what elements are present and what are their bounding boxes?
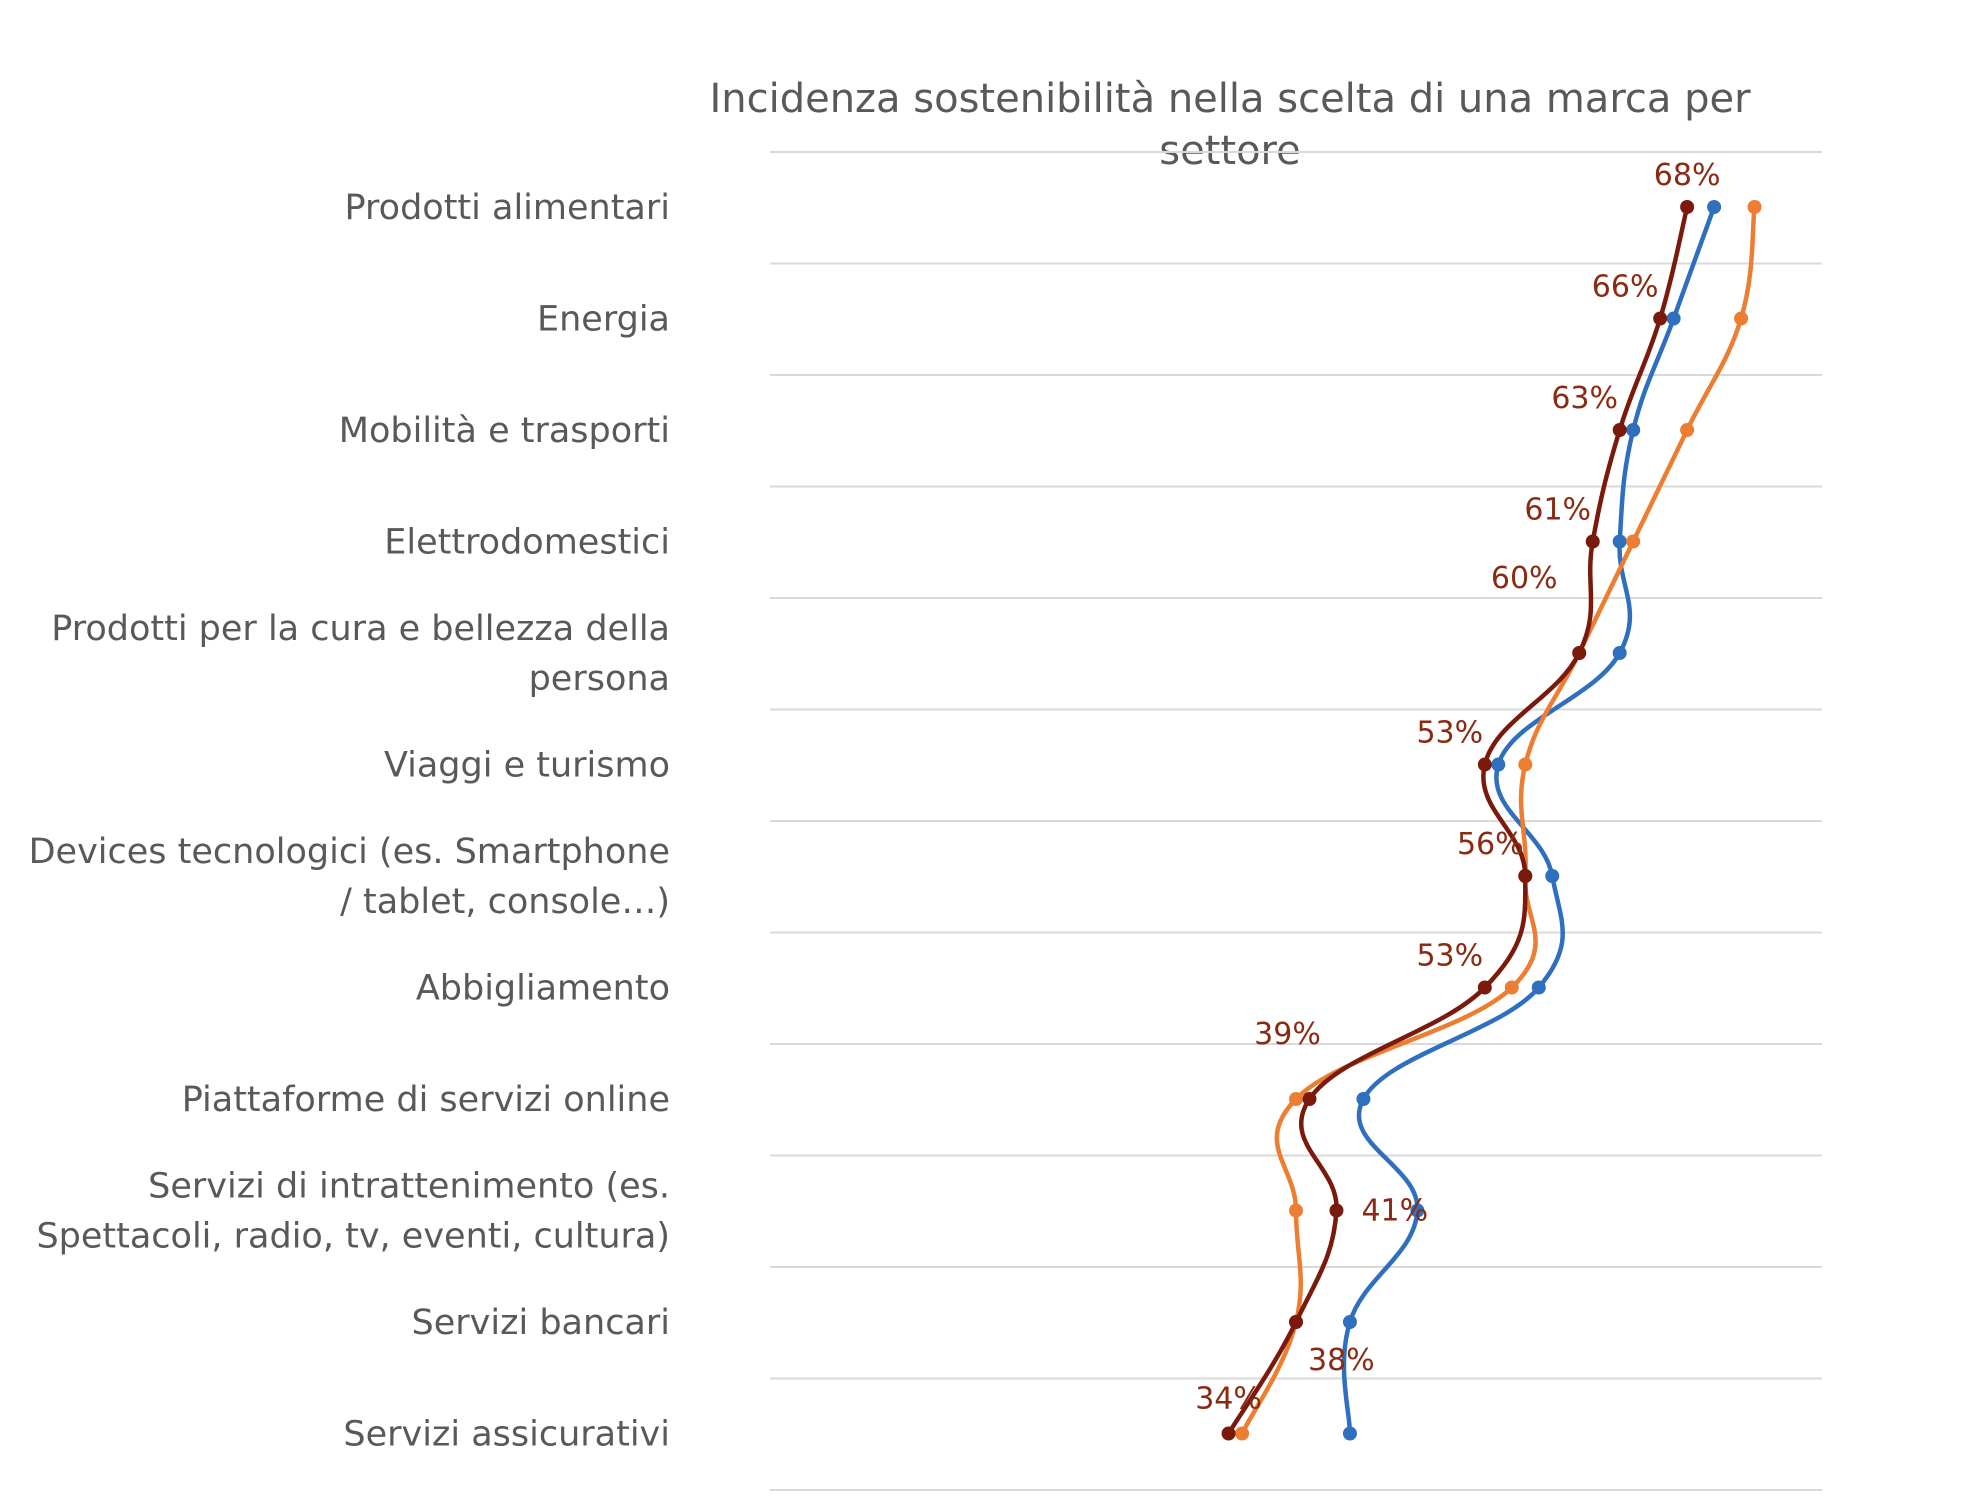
data-point <box>1289 1092 1303 1106</box>
data-point <box>1626 534 1641 549</box>
data-label: 53% <box>1416 939 1483 974</box>
data-point <box>1518 757 1533 772</box>
data-label: 38% <box>1308 1343 1375 1378</box>
category-label: Prodotti alimentari <box>345 188 670 228</box>
data-point <box>1531 980 1546 995</box>
data-label: 61% <box>1524 493 1591 528</box>
data-point <box>1680 423 1695 437</box>
data-point <box>1477 980 1492 995</box>
series <box>1341 200 1722 1441</box>
category-labels: Prodotti alimentari Energia Mobilità e tra… <box>29 188 670 1455</box>
data-point <box>1585 534 1600 549</box>
data-point <box>1612 534 1627 549</box>
category-label: Piattaforme di servizi online <box>182 1080 670 1120</box>
data-point <box>1734 311 1749 326</box>
data-point <box>1612 423 1627 437</box>
category-label: Prodotti per la cura e bellezza della per… <box>51 609 670 699</box>
data-label: 66% <box>1592 270 1659 305</box>
data-label: 60% <box>1491 561 1558 596</box>
data-point <box>1289 1315 1303 1329</box>
data-label: 56% <box>1457 827 1524 862</box>
data-point <box>1235 1426 1250 1441</box>
data-point <box>1491 757 1506 772</box>
chart-title-line: Incidenza sostenibilità nella scelta di … <box>709 76 1751 122</box>
data-label: 41% <box>1361 1194 1428 1229</box>
category-label: Elettrodomestici <box>384 523 670 563</box>
gridlines <box>770 151 1822 1491</box>
data-point <box>1477 757 1492 772</box>
data-point <box>1289 1203 1303 1218</box>
data-point <box>1356 1092 1371 1106</box>
category-label: Servizi di intrattenimento (es. Spettacol… <box>36 1167 670 1257</box>
category-label: Abbigliamento <box>416 969 670 1009</box>
data-point <box>1680 200 1695 214</box>
data-point <box>1626 423 1641 437</box>
category-label: Mobilità e trasporti <box>339 411 670 451</box>
data-point <box>1302 1092 1317 1106</box>
series <box>1221 200 1695 1441</box>
data-label: 34% <box>1195 1382 1262 1417</box>
series-group <box>1221 200 1762 1441</box>
data-point <box>1342 1315 1357 1329</box>
data-label: 63% <box>1551 381 1618 416</box>
data-point <box>1545 869 1560 883</box>
category-label: Servizi bancari <box>412 1303 670 1343</box>
data-point <box>1666 311 1681 326</box>
data-labels: 68% 66% 63% 61% 60% 53% 56% 53% 39% 41% 38% 34% <box>1195 158 1720 1417</box>
data-label: 68% <box>1654 158 1721 193</box>
data-point <box>1747 200 1762 214</box>
data-point <box>1504 980 1519 995</box>
chart-title: Incidenza sostenibilità nella scelta di … <box>709 76 1751 174</box>
data-point <box>1329 1203 1344 1218</box>
data-point <box>1342 1426 1357 1441</box>
data-point <box>1612 646 1627 660</box>
data-point <box>1221 1426 1236 1441</box>
data-point <box>1410 1203 1425 1218</box>
data-point <box>1518 869 1533 883</box>
category-label: Viaggi e turismo <box>384 746 670 786</box>
category-label: Servizi assicurativi <box>343 1415 670 1455</box>
category-label: Devices tecnologici (es. Smartphone / tab… <box>29 832 670 922</box>
data-label: 39% <box>1254 1017 1321 1052</box>
data-label: 53% <box>1416 716 1483 751</box>
data-point <box>1653 311 1668 326</box>
category-label: Energia <box>537 300 670 340</box>
data-point <box>1572 646 1587 660</box>
data-point <box>1707 200 1722 214</box>
